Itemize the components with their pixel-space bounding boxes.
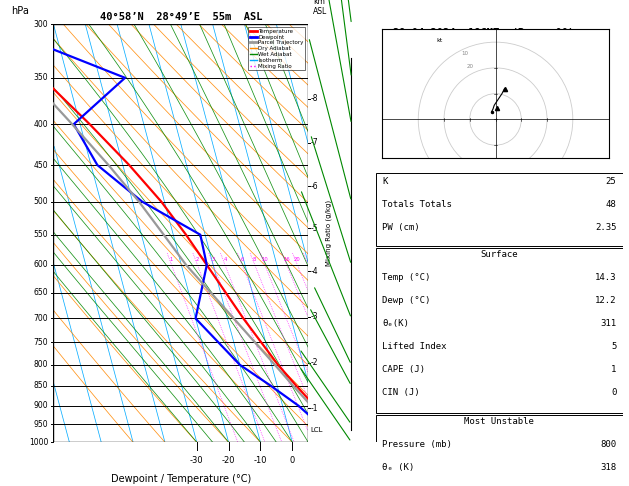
Text: Surface: Surface [481, 250, 518, 259]
Legend: Temperature, Dewpoint, Parcel Trajectory, Dry Adiabat, Wet Adiabat, Isotherm, Mi: Temperature, Dewpoint, Parcel Trajectory… [248, 27, 306, 70]
Text: 6: 6 [240, 257, 244, 261]
Text: -6: -6 [311, 181, 318, 191]
Text: 8: 8 [253, 257, 257, 261]
Text: Mixing Ratio (g/kg): Mixing Ratio (g/kg) [325, 200, 332, 266]
Text: -10: -10 [253, 456, 267, 465]
Text: 16: 16 [283, 257, 290, 261]
Text: Totals Totals: Totals Totals [382, 200, 452, 209]
Text: 300: 300 [34, 20, 48, 29]
Text: 10: 10 [262, 257, 268, 261]
Text: 4: 4 [223, 257, 226, 261]
Text: -5: -5 [311, 224, 318, 233]
Text: Lifted Index: Lifted Index [382, 342, 447, 351]
Text: 20: 20 [466, 64, 473, 69]
Text: km
ASL: km ASL [313, 0, 328, 16]
Text: 950: 950 [34, 420, 48, 429]
Text: 500: 500 [34, 197, 48, 206]
Text: Dewpoint / Temperature (°C): Dewpoint / Temperature (°C) [111, 473, 251, 484]
Text: 3: 3 [212, 257, 215, 261]
Text: 900: 900 [34, 401, 48, 410]
Text: 1: 1 [170, 257, 173, 261]
Text: -30: -30 [190, 456, 204, 465]
Text: -2: -2 [311, 358, 318, 367]
Text: 400: 400 [34, 120, 48, 129]
Text: 750: 750 [34, 338, 48, 347]
Text: 850: 850 [34, 382, 48, 390]
Text: 800: 800 [601, 440, 616, 449]
Text: θₑ(K): θₑ(K) [382, 319, 409, 328]
Text: 1: 1 [611, 365, 616, 374]
Text: 600: 600 [34, 260, 48, 269]
Text: -3: -3 [311, 312, 318, 321]
Text: 318: 318 [601, 463, 616, 472]
Text: 450: 450 [34, 160, 48, 170]
Text: 0: 0 [611, 388, 616, 397]
Text: 350: 350 [34, 73, 48, 82]
Text: 550: 550 [34, 230, 48, 239]
Text: -8: -8 [311, 94, 318, 104]
Text: 14.3: 14.3 [595, 273, 616, 282]
Text: 311: 311 [601, 319, 616, 328]
Text: 800: 800 [34, 360, 48, 369]
Text: 10: 10 [461, 51, 468, 56]
Text: 0: 0 [290, 456, 295, 465]
Text: K: K [382, 177, 387, 186]
Text: 650: 650 [34, 288, 48, 297]
Text: CAPE (J): CAPE (J) [382, 365, 425, 374]
Text: CIN (J): CIN (J) [382, 388, 420, 397]
Text: kt: kt [437, 38, 443, 43]
Text: 25: 25 [606, 177, 616, 186]
Text: Dewp (°C): Dewp (°C) [382, 296, 431, 305]
Text: 29.04.2024  18GMT  (Base: 00): 29.04.2024 18GMT (Base: 00) [393, 29, 575, 38]
Text: hPa: hPa [11, 6, 30, 16]
Text: θₑ (K): θₑ (K) [382, 463, 415, 472]
Text: Most Unstable: Most Unstable [464, 417, 535, 426]
Text: PW (cm): PW (cm) [382, 223, 420, 232]
Text: -1: -1 [311, 404, 318, 413]
Text: 2: 2 [196, 257, 199, 261]
Text: 2.35: 2.35 [595, 223, 616, 232]
Text: -7: -7 [311, 138, 318, 147]
Text: 5: 5 [611, 342, 616, 351]
Text: -20: -20 [222, 456, 235, 465]
Text: LCL: LCL [311, 427, 323, 433]
Text: 700: 700 [34, 314, 48, 323]
Title: 40°58’N  28°49’E  55m  ASL: 40°58’N 28°49’E 55m ASL [99, 12, 262, 22]
Text: 1000: 1000 [29, 438, 48, 447]
Text: Temp (°C): Temp (°C) [382, 273, 431, 282]
Text: Pressure (mb): Pressure (mb) [382, 440, 452, 449]
Text: 20: 20 [294, 257, 301, 261]
Text: -4: -4 [311, 267, 318, 276]
Text: 48: 48 [606, 200, 616, 209]
Text: 12.2: 12.2 [595, 296, 616, 305]
